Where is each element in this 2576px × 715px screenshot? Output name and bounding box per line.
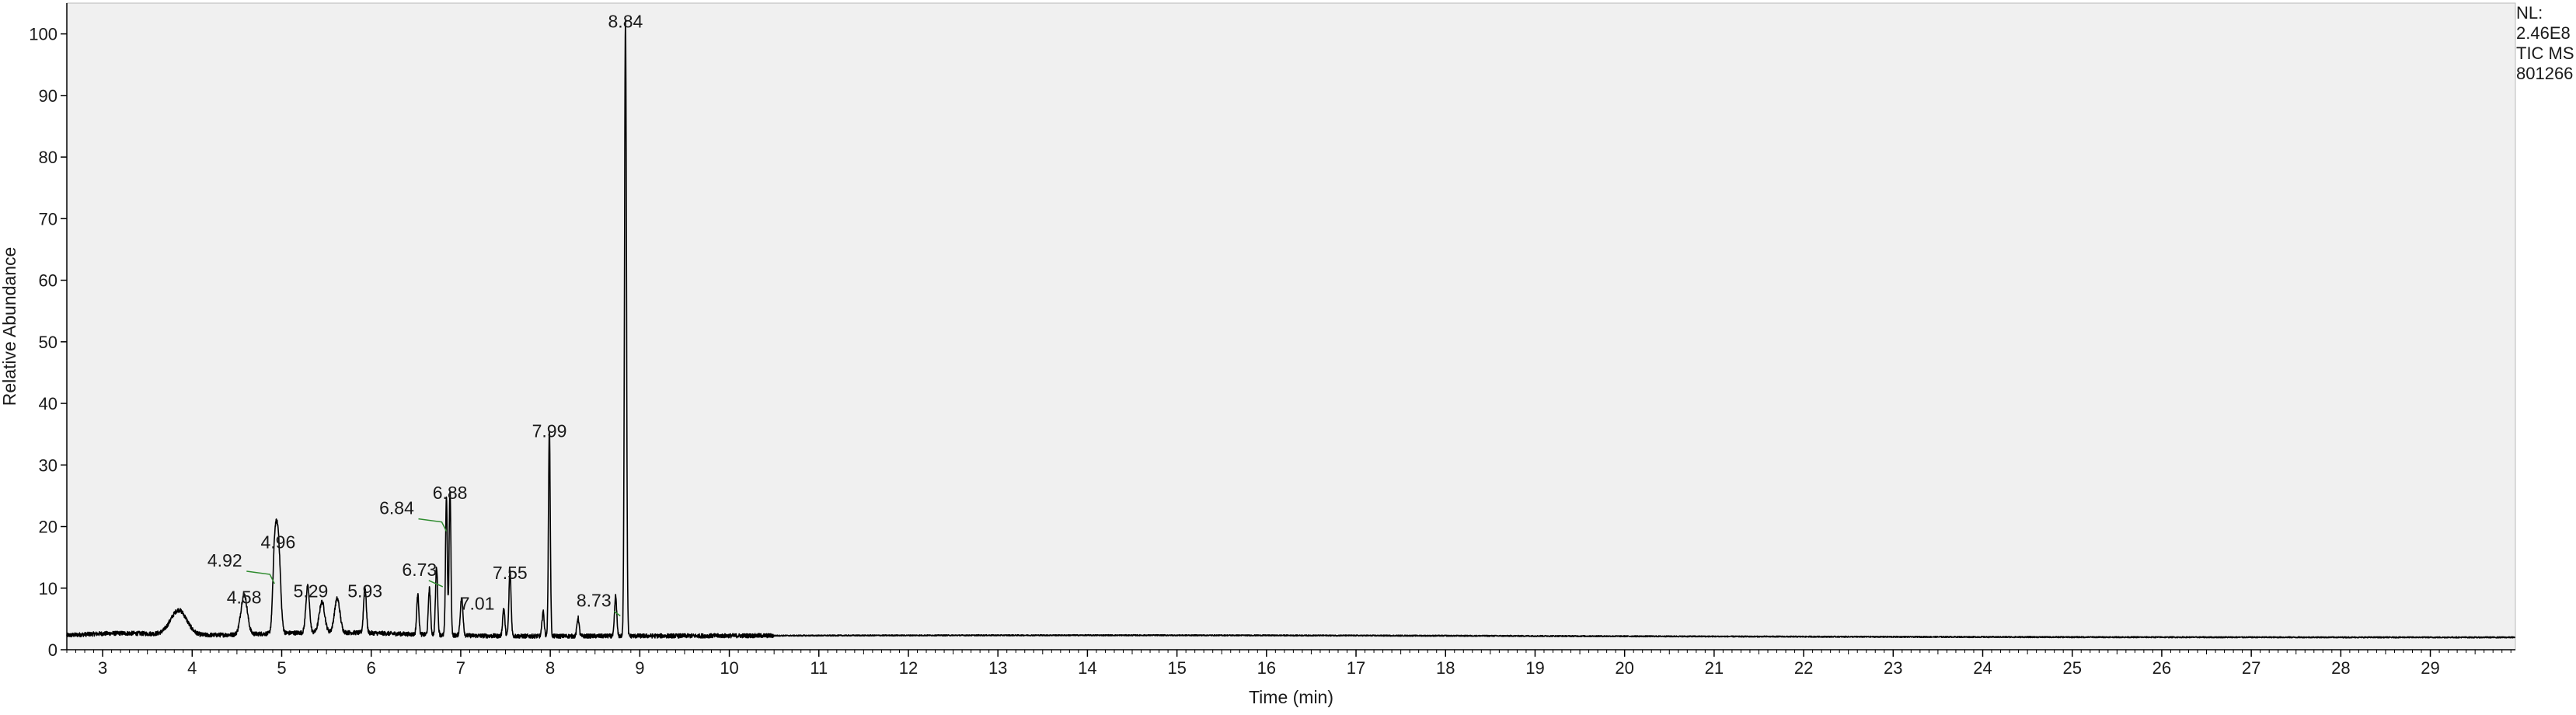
x-tick-label: 22	[1794, 658, 1813, 678]
x-tick-label: 4	[187, 658, 197, 678]
info-panel: NL: 2.46E8 TIC MS 801266	[2516, 3, 2576, 84]
x-tick-label: 18	[1436, 658, 1455, 678]
x-tick-label: 25	[2062, 658, 2081, 678]
x-tick-label: 9	[635, 658, 644, 678]
peak-label: 7.99	[532, 421, 567, 441]
x-tick-label: 11	[810, 658, 828, 678]
peak-label: 5.93	[347, 581, 382, 602]
y-tick-label: 20	[39, 518, 58, 537]
peak-label: 8.84	[608, 12, 643, 32]
x-tick-label: 16	[1257, 658, 1276, 678]
peak-leader-line	[418, 518, 448, 532]
y-tick-label: 70	[39, 209, 58, 228]
file-id: 801266	[2516, 64, 2574, 83]
peak-label: 5.29	[294, 581, 329, 602]
plot-area	[66, 2, 2516, 650]
y-tick-label: 40	[39, 394, 58, 413]
peak-label: 4.58	[227, 588, 262, 608]
trace-label: TIC MS	[2516, 44, 2574, 63]
x-tick-label: 8	[546, 658, 555, 678]
peak-label: 4.92	[207, 550, 242, 570]
peak-label: 8.73	[577, 591, 612, 611]
peak-label: 7.01	[460, 593, 495, 613]
x-tick-label: 24	[1973, 658, 1992, 678]
x-tick-label: 21	[1705, 658, 1724, 678]
peak-label: 4.96	[261, 532, 296, 552]
y-tick-label: 90	[39, 86, 58, 106]
x-tick-label: 15	[1167, 658, 1186, 678]
y-tick-label: 80	[39, 148, 58, 167]
x-tick-label: 6	[367, 658, 376, 678]
y-tick-label: 30	[39, 455, 58, 475]
tic-trace-line	[66, 19, 2516, 640]
y-tick-label: 100	[29, 25, 58, 44]
x-tick-label: 26	[2152, 658, 2171, 678]
peak-label: 6.88	[433, 483, 468, 503]
x-tick-label: 3	[98, 658, 107, 678]
x-tick-label: 20	[1615, 658, 1633, 678]
x-tick-label: 17	[1347, 658, 1365, 678]
y-tick-label: 0	[48, 640, 58, 660]
x-tick-label: 28	[2331, 658, 2350, 678]
peak-label: 6.84	[379, 498, 414, 518]
x-tick-label: 5	[277, 658, 286, 678]
x-tick-label: 29	[2421, 658, 2439, 678]
x-tick-label: 7	[456, 658, 465, 678]
peak-leader-line	[428, 580, 444, 588]
y-tick-label: 10	[39, 579, 58, 598]
nl-label: NL:	[2516, 3, 2543, 23]
peak-leader-line	[613, 610, 621, 617]
x-axis-title: Time (min)	[1249, 687, 1333, 707]
x-tick-label: 23	[1884, 658, 1902, 678]
nl-value: 2.46E8	[2516, 23, 2571, 43]
x-tick-label: 14	[1078, 658, 1096, 678]
y-axis-title: Relative Abundance	[0, 247, 19, 406]
x-tick-label: 27	[2242, 658, 2261, 678]
y-tick-label: 60	[39, 271, 58, 291]
peak-label: 6.73	[402, 560, 437, 580]
peak-leader-line	[246, 570, 275, 584]
x-tick-label: 10	[720, 658, 738, 678]
x-tick-label: 12	[899, 658, 918, 678]
y-tick-label: 50	[39, 333, 58, 352]
x-tick-label: 13	[988, 658, 1007, 678]
x-tick-label: 19	[1525, 658, 1544, 678]
peak-label: 7.55	[493, 563, 528, 583]
